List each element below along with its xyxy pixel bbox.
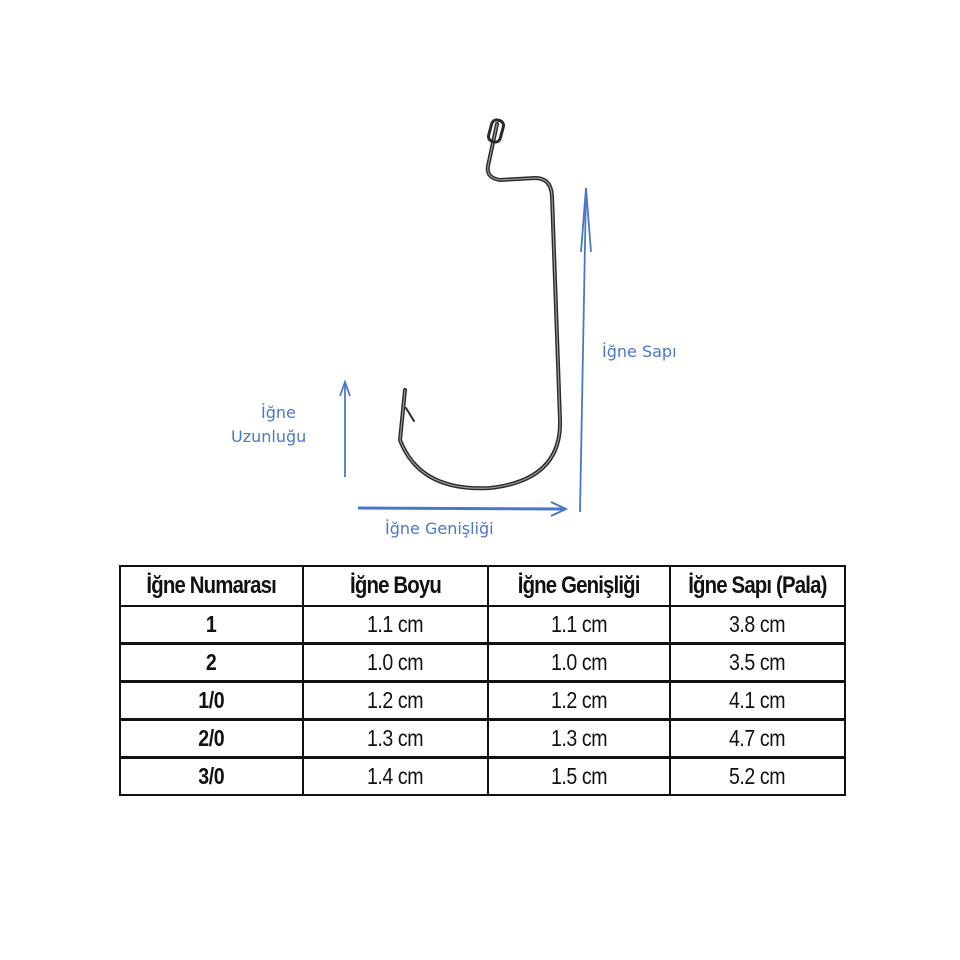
length-label-line1: İğne	[261, 403, 296, 422]
table-row: 2 1.0 cm 1.0 cm 3.5 cm	[119, 642, 846, 683]
cell-hook-number: 2	[119, 642, 304, 683]
cell-shank: 5.2 cm	[669, 756, 846, 796]
cell-width: 1.2 cm	[487, 680, 671, 721]
header-hook-number: İğne Numarası	[119, 565, 304, 607]
cell-length: 1.4 cm	[302, 756, 489, 796]
table-row: 3/0 1.4 cm 1.5 cm 5.2 cm	[119, 756, 846, 796]
cell-hook-number: 2/0	[119, 718, 304, 759]
cell-width: 1.1 cm	[487, 605, 671, 645]
cell-shank: 3.5 cm	[669, 642, 846, 683]
cell-shank: 4.1 cm	[669, 680, 846, 721]
cell-hook-number: 1	[119, 605, 304, 645]
table-row: 1/0 1.2 cm 1.2 cm 4.1 cm	[119, 680, 846, 721]
shank-arrow	[579, 187, 592, 513]
length-label-line2: Uzunluğu	[231, 427, 307, 446]
cell-width: 1.3 cm	[487, 718, 671, 759]
hook-size-table: İğne Numarası İğne Boyu İğne Genişliği İ…	[119, 565, 846, 796]
header-hook-length: İğne Boyu	[302, 565, 489, 607]
length-arrow	[339, 379, 351, 477]
cell-length: 1.1 cm	[302, 605, 489, 645]
cell-hook-number: 1/0	[119, 680, 304, 721]
header-hook-width: İğne Genişliği	[487, 565, 671, 607]
cell-length: 1.0 cm	[302, 642, 489, 683]
cell-width: 1.5 cm	[487, 756, 671, 796]
cell-shank: 4.7 cm	[669, 718, 846, 759]
cell-length: 1.3 cm	[302, 718, 489, 759]
cell-hook-number: 3/0	[119, 756, 304, 796]
table-row: 2/0 1.3 cm 1.3 cm 4.7 cm	[119, 718, 846, 759]
width-label: İğne Genişliği	[385, 519, 494, 538]
width-arrow	[357, 501, 569, 517]
table-row: 1 1.1 cm 1.1 cm 3.8 cm	[119, 605, 846, 645]
header-hook-shank: İğne Sapı (Pala)	[669, 565, 846, 607]
cell-shank: 3.8 cm	[669, 605, 846, 645]
table-header-row: İğne Numarası İğne Boyu İğne Genişliği İ…	[119, 565, 846, 607]
cell-width: 1.0 cm	[487, 642, 671, 683]
shank-label: İğne Sapı	[602, 342, 677, 361]
hook-illustration	[397, 118, 563, 491]
cell-length: 1.2 cm	[302, 680, 489, 721]
